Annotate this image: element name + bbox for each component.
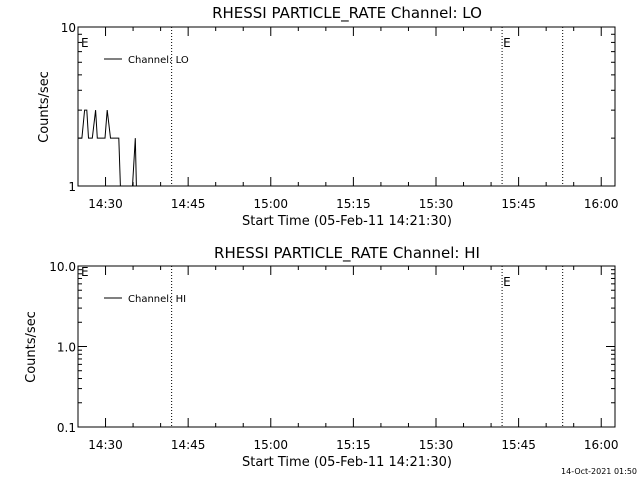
tick-group-lo: 14:30 14:45 15:00 15:15 15:30 15:45 16:00 1 10 <box>61 21 619 211</box>
x-tick-label-hi: 14:45 <box>171 438 206 452</box>
y-axis-label-hi: Counts/sec <box>24 311 39 383</box>
x-tick-label-hi: 15:30 <box>419 438 454 452</box>
x-tick-label-lo: 14:30 <box>88 197 123 211</box>
x-tick-label-lo: 15:45 <box>501 197 536 211</box>
x-tick-label-lo: 15:30 <box>419 197 454 211</box>
x-tick-label-lo: 15:15 <box>336 197 371 211</box>
event-line-label-lo: E <box>503 36 511 50</box>
chart-title-lo: RHESSI PARTICLE_RATE Channel: LO <box>212 4 482 23</box>
panel-hi: RHESSI PARTICLE_RATE Channel: HI Start T… <box>24 244 619 470</box>
plot-frame-hi <box>77 265 616 428</box>
x-tick-label-hi: 15:00 <box>253 438 288 452</box>
x-axis-label-lo: Start Time (05-Feb-11 14:21:30) <box>242 214 452 229</box>
plot-frame-lo <box>77 26 616 187</box>
x-tick-label-hi: 15:15 <box>336 438 371 452</box>
x-tick-label-lo: 16:00 <box>584 197 619 211</box>
y-tick-label-hi: 0.1 <box>57 421 76 435</box>
legend-label-lo: Channel: LO <box>128 55 189 66</box>
y-axis-label-lo: Counts/sec <box>37 71 52 143</box>
x-tick-label-lo: 14:45 <box>171 197 206 211</box>
chart-title-hi: RHESSI PARTICLE_RATE Channel: HI <box>214 244 480 263</box>
start-marker-lo: E <box>81 36 89 50</box>
legend-label-hi: Channel: HI <box>128 294 186 305</box>
y-tick-label-hi: 1.0 <box>57 341 76 355</box>
panel-lo: RHESSI PARTICLE_RATE Channel: LO Start T… <box>37 4 619 229</box>
y-tick-label-lo: 10 <box>61 21 76 35</box>
x-tick-label-hi: 15:45 <box>501 438 536 452</box>
x-tick-label-lo: 15:00 <box>253 197 288 211</box>
event-line-label-hi: E <box>503 275 511 289</box>
x-axis-label-hi: Start Time (05-Feb-11 14:21:30) <box>242 455 452 470</box>
y-tick-label-lo: 1 <box>68 180 76 194</box>
y-tick-label-hi: 10.0 <box>49 260 76 274</box>
start-marker-hi: E <box>81 265 89 279</box>
event-lines-hi: E <box>171 266 564 427</box>
footer-timestamp: 14-Oct-2021 01:50 <box>561 467 637 476</box>
event-lines-lo: E <box>171 27 564 186</box>
x-tick-label-hi: 16:00 <box>584 438 619 452</box>
x-tick-label-hi: 14:30 <box>88 438 123 452</box>
